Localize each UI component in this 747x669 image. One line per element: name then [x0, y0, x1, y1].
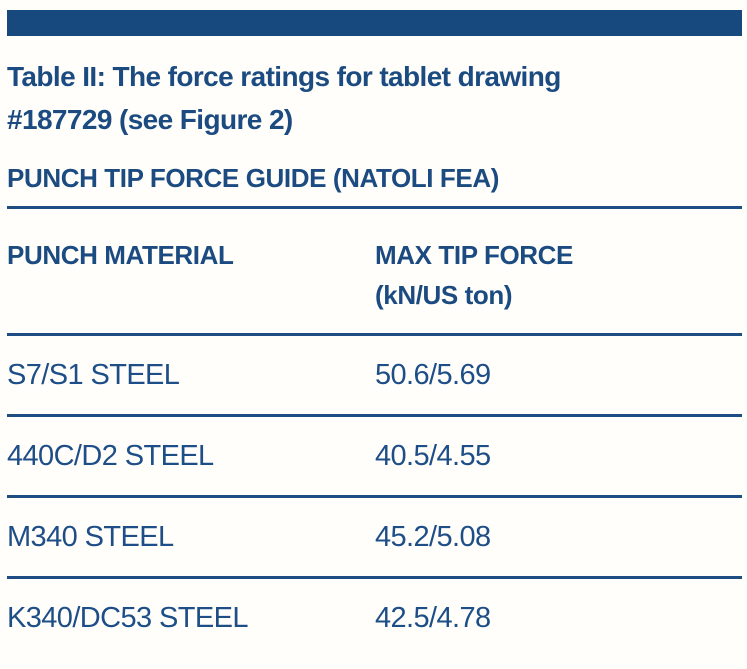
section-heading: PUNCH TIP FORCE GUIDE (NATOLI FEA) — [7, 163, 499, 193]
horizontal-rule — [7, 495, 742, 498]
horizontal-rule — [7, 333, 742, 336]
table-row: 440C/D2 STEEL 40.5/4.55 — [7, 417, 742, 495]
table-row: M340 STEEL 45.2/5.08 — [7, 498, 742, 576]
column-header-max-tip-force: MAX TIP FORCE (kN/US ton) — [375, 235, 742, 315]
cell-max-tip-force: 40.5/4.55 — [375, 440, 491, 472]
horizontal-rule — [7, 206, 742, 209]
table-row: S7/S1 STEEL 50.6/5.69 — [7, 336, 742, 414]
cell-punch-material: S7/S1 STEEL — [7, 359, 180, 391]
table-caption: Table II: The force ratings for tablet d… — [7, 55, 741, 141]
cell-max-tip-force: 45.2/5.08 — [375, 521, 491, 553]
table-caption-line-2: #187729 (see Figure 2) — [7, 104, 293, 135]
cell-max-tip-force: 42.5/4.78 — [375, 602, 491, 634]
cell-punch-material: 440C/D2 STEEL — [7, 440, 214, 472]
table-caption-line-1: Table II: The force ratings for tablet d… — [7, 61, 561, 92]
column-header-punch-material: PUNCH MATERIAL — [7, 240, 234, 270]
column-header-max-tip-force-units: (kN/US ton) — [375, 280, 513, 310]
horizontal-rule — [7, 414, 742, 417]
cell-max-tip-force: 50.6/5.69 — [375, 359, 491, 391]
horizontal-rule — [7, 576, 742, 579]
table-row: K340/DC53 STEEL 42.5/4.78 — [7, 579, 742, 657]
table-header-row: PUNCH MATERIAL MAX TIP FORCE (kN/US ton) — [7, 209, 742, 333]
header-accent-bar — [7, 10, 742, 36]
cell-punch-material: K340/DC53 STEEL — [7, 602, 248, 634]
cell-punch-material: M340 STEEL — [7, 521, 174, 553]
column-header-max-tip-force-label: MAX TIP FORCE — [375, 240, 574, 270]
